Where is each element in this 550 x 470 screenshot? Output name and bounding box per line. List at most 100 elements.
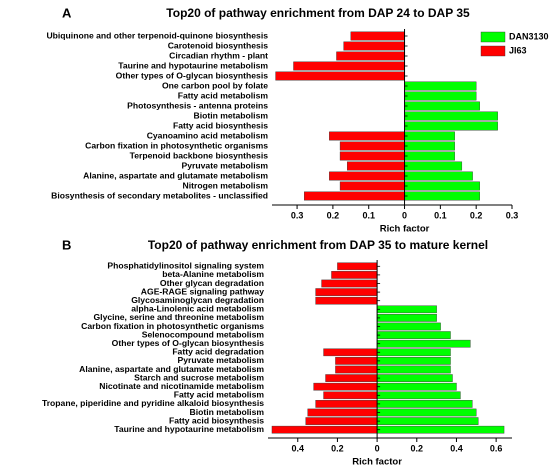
category-label: Taurine and hypotaurine metabolism [118,60,268,70]
bar [404,131,455,141]
bar [376,314,437,322]
category-label: alpha-Linolenic acid metabolism [131,304,264,314]
x-tick-label: 0.4 [450,443,463,453]
bar [307,408,378,417]
category-label: Starch and sucrose metabolism [134,372,264,382]
bar [305,417,378,425]
category-label: Other types of O-glycan biosynthesis [116,70,269,80]
category-label: Alanine, aspartate and glutamate metabol… [79,364,264,374]
bar [350,31,405,41]
category-label: Fatty acid metabolism [174,390,265,400]
x-tick-label: 0.2 [331,443,344,453]
bar [323,391,378,400]
category-label: Fatty acid metabolism [178,90,269,100]
category-label: Cyanoamino acid metabolism [147,130,269,140]
bar [376,305,437,314]
bar [343,41,405,51]
bar [335,357,378,365]
bar [347,161,405,171]
category-label: Pyruvate metabolism [178,355,265,365]
category-label: Fatty acid biosynthesis [169,415,264,425]
x-tick-label: 0.6 [490,443,503,453]
bar [336,51,405,61]
panel-label: B [62,237,71,252]
category-label: Other glycan degradation [160,278,264,288]
bar [325,374,378,382]
category-label: Alanine, aspartate and glutamate metabol… [83,170,268,180]
bar [329,131,405,141]
category-label: Carbon fixation in photosynthetic organi… [85,140,268,150]
bar [376,417,479,425]
legend-swatch [480,31,506,43]
bar [404,91,477,101]
category-label: AGE-RAGE signaling pathway [141,286,264,296]
x-tick-label: 0 [402,210,407,220]
x-axis-label: Rich factor [380,224,430,235]
bar [376,322,441,331]
bar [313,382,378,391]
bar [376,391,461,400]
x-tick-label: 0.3 [506,210,519,220]
category-label: Fatty acid degradation [172,347,264,357]
panel-label: A [62,5,72,20]
x-tick-label: 0.2 [411,443,424,453]
category-label: Biotin metabolism [190,407,265,417]
category-label: beta-Alanine metabolism [162,269,264,279]
category-label: Taurine and hypotaurine metabolism [114,424,264,434]
bar [376,400,473,408]
legend-label: JI63 [509,45,527,55]
category-label: Selenocompound metabolism [142,329,265,339]
category-label: Photosynthesis - antenna proteins [127,100,268,110]
x-tick-label: 0 [375,443,380,453]
bar [329,171,405,181]
chart-title: Top20 of pathway enrichment from DAP 35 … [148,238,488,252]
bar [376,357,451,365]
bar [315,288,378,296]
x-tick-label: 0.4 [291,443,304,453]
x-tick-label: 0.3 [291,210,304,220]
bar [404,161,463,171]
x-axis-label: Rich factor [352,457,402,468]
bar [339,151,405,161]
bar [404,141,455,151]
x-tick-label: 0.2 [327,210,340,220]
bar [376,408,477,417]
category-label: Other types of O-glycan biosynthesis [112,338,265,348]
category-label: Glycine, serine and threonine metabolism [94,312,265,322]
bar [293,61,405,71]
category-label: Nicotinate and nicotinamide metabolism [99,381,264,391]
bar [404,191,480,201]
x-tick-label: 0.1 [362,210,375,220]
bar [404,121,498,131]
category-label: Nitrogen metabolism [183,180,269,190]
bar [404,111,498,121]
bar [323,348,378,357]
bar [315,400,378,408]
bar [376,382,457,391]
bar [404,151,455,161]
bar [376,348,451,357]
category-label: Terpenoid backbone biosynthesis [130,150,269,160]
bar [304,191,405,201]
category-label: Pyruvate metabolism [182,160,269,170]
bar [404,181,480,191]
legend-label: DAN3130 [509,31,549,41]
bar [275,71,405,81]
category-label: Glycosaminoglycan degradation [131,295,264,305]
category-label: Fatty acid biosynthesis [173,120,268,130]
bar [315,296,378,305]
bar [337,262,378,271]
bar [376,339,471,348]
bar [376,331,451,339]
bar [376,374,453,382]
chart-title: Top20 of pathway enrichment from DAP 24 … [166,6,470,20]
category-label: Carbon fixation in photosynthetic organi… [81,321,264,331]
bar [404,171,473,181]
category-label: Circadian rhythm - plant [169,50,268,60]
bar [271,425,378,434]
category-label: Phosphatidylinositol signaling system [107,261,264,271]
bar [339,181,405,191]
bar [376,365,451,374]
category-label: Ubiquinone and other terpenoid-quinone b… [46,30,268,40]
